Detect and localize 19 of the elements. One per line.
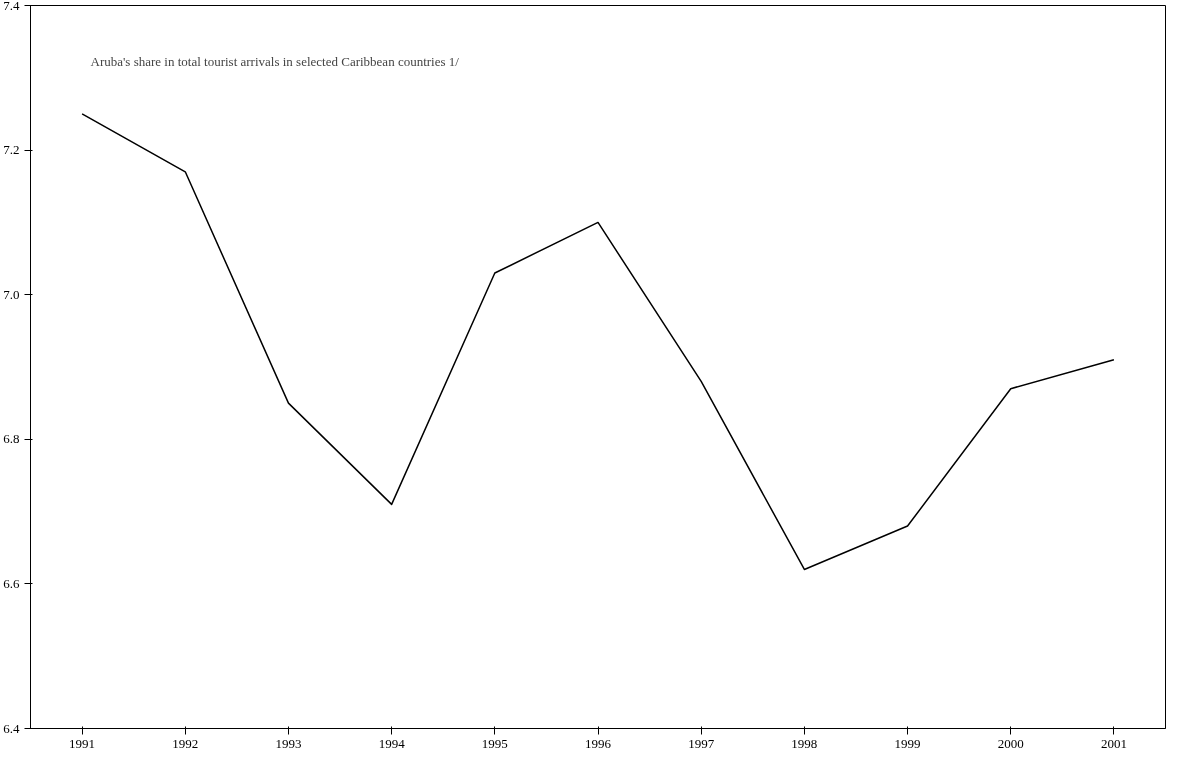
- y-tick-label: 7.0: [3, 286, 20, 302]
- x-tick-label: 1993: [275, 735, 302, 751]
- x-tick-label: 1994: [378, 735, 406, 751]
- x-tick-label: 2000: [997, 735, 1024, 751]
- x-tick-label: 2001: [1100, 735, 1127, 751]
- x-tick-label: 1992: [172, 735, 199, 751]
- y-tick-label: 6.6: [3, 575, 20, 591]
- y-tick-label: 6.4: [3, 720, 20, 736]
- y-tick-label: 7.4: [3, 0, 20, 13]
- x-tick-label: 1999: [894, 735, 921, 751]
- x-tick-label: 1997: [688, 735, 715, 751]
- text: Aruba's share in total tourist arrivals in selected Caribbean countries 1/: [90, 53, 460, 69]
- line-series: [81, 113, 1115, 571]
- x-tick-label: 1995: [481, 735, 508, 751]
- x-tick-label: 1996: [585, 735, 612, 751]
- y-tick-label: 7.2: [3, 142, 20, 158]
- y-tick-label: 6.8: [3, 431, 20, 447]
- x-tick-label: 1991: [69, 735, 96, 751]
- x-tick-label: 1998: [791, 735, 818, 751]
